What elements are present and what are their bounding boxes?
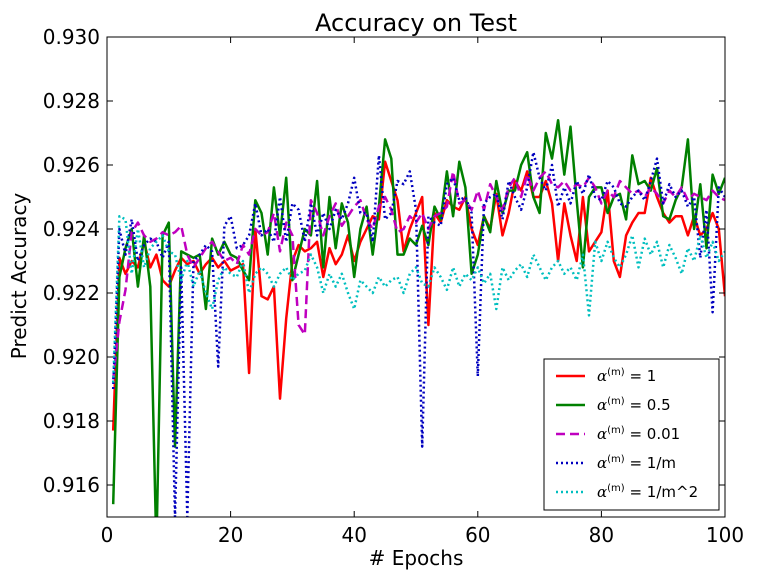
x-tick-label: 20 [218,523,243,547]
series-line-5 [111,214,725,383]
x-tick-label: 0 [101,523,114,547]
chart-title: Accuracy on Test [315,9,517,37]
legend-label: α(m) = 1 [597,367,656,385]
legend: α(m) = 1 α(m) = 0.5 α(m) = 0.01 α(m) = 1/m α… [543,358,720,511]
plot-frame [106,36,726,518]
y-tick-label: 0.920 [43,345,100,369]
legend-label: α(m) = 1/m [597,454,676,472]
y-tick-label: 0.918 [43,409,100,433]
legend-label: α(m) = 0.5 [597,396,671,414]
x-tick-label: 60 [465,523,490,547]
legend-label: α(m) = 1/m^2 [597,483,698,501]
x-axis-label: # Epochs [369,546,464,570]
legend-label: α(m) = 0.01 [597,425,680,443]
axis-ticks: 0 20 40 60 80 100 0.916 0.918 0.920 0.922 0.924 0.9… [43,25,744,547]
y-tick-label: 0.928 [43,89,100,113]
y-tick-label: 0.916 [43,473,100,497]
y-axis-label: Predict Accuracy [7,193,31,360]
series-line-1 [111,160,725,431]
x-tick-label: 100 [706,523,744,547]
y-tick-label: 0.922 [43,281,100,305]
x-tick-label: 80 [589,523,614,547]
y-tick-label: 0.930 [43,25,100,49]
series-line-3 [111,170,725,380]
series-layer [111,118,725,517]
x-tick-label: 40 [341,523,366,547]
y-tick-label: 0.926 [43,153,100,177]
y-tick-label: 0.924 [43,217,100,241]
